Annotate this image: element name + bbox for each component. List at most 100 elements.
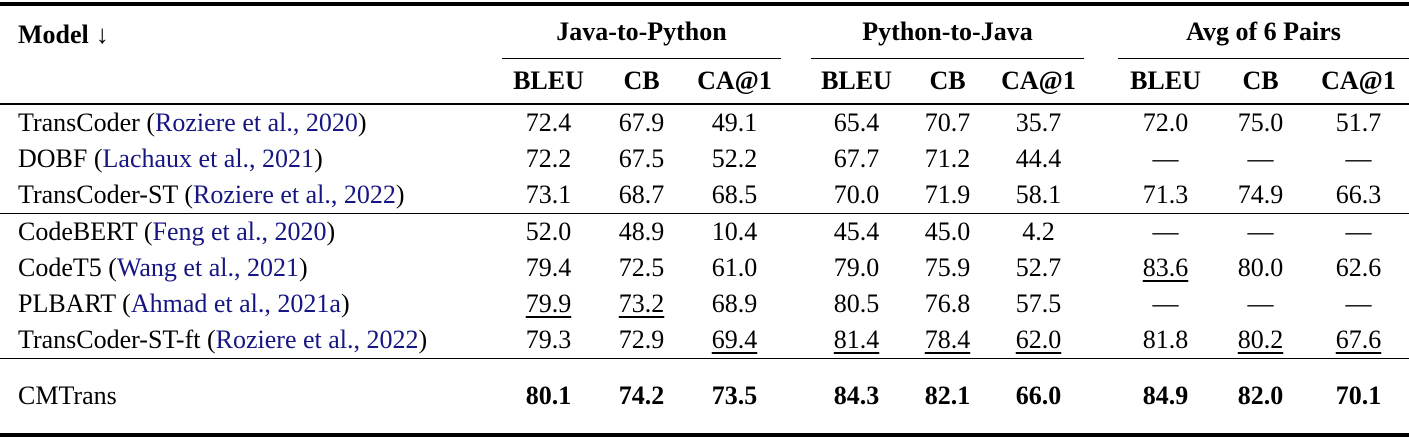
metric-value: 67.9 [618, 108, 665, 137]
metric-value-cell: 82.0 [1213, 358, 1308, 435]
header-group-row: Model ↓ Java-to-Python Python-to-Java Avg… [0, 4, 1409, 105]
metric-value: 45.4 [833, 217, 880, 246]
model-name: CodeBERT [18, 217, 138, 246]
table-row: CodeT5 (Wang et al., 2021) 79.4 72.5 61.0 79… [0, 250, 1409, 286]
metric-value: — [1152, 217, 1179, 246]
metric-value-cell: 73.2 [595, 286, 688, 322]
metric-value: 35.7 [1015, 108, 1062, 137]
column-spacer [1084, 141, 1118, 177]
metric-value: 10.4 [711, 217, 758, 246]
metric-value-cell: 72.9 [595, 322, 688, 359]
metric-value-cell: 52.2 [688, 141, 781, 177]
column-spacer [1084, 177, 1118, 214]
column-spacer [781, 250, 811, 286]
metric-value: — [1247, 289, 1274, 318]
metric-value: 58.1 [1015, 180, 1062, 209]
table-row: TransCoder (Roziere et al., 2020) 72.4 67.… [0, 104, 1409, 141]
metric-value-cell: 72.4 [502, 104, 595, 141]
metric-value-cell: 67.9 [595, 104, 688, 141]
metric-value-cell: 70.7 [902, 104, 993, 141]
metric-value-cell: — [1118, 213, 1213, 250]
metric-value: 65.4 [833, 108, 880, 137]
metric-value: 70.7 [924, 108, 971, 137]
metric-value-cell: 74.2 [595, 358, 688, 435]
column-spacer [781, 141, 811, 177]
citation-link[interactable]: Roziere et al., 2020 [155, 108, 358, 137]
metric-value: 61.0 [711, 253, 758, 282]
metric-value: 79.9 [525, 289, 572, 318]
metric-value: 83.6 [1142, 253, 1189, 282]
metric-value: 68.9 [711, 289, 758, 318]
metric-header-cb: CB [902, 58, 993, 105]
metric-header-cb: CB [1213, 58, 1308, 105]
metric-value-cell: — [1308, 286, 1409, 322]
metric-value: — [1345, 144, 1372, 173]
metric-value-cell: 10.4 [688, 213, 781, 250]
model-name: CodeT5 [18, 253, 102, 282]
table-row: PLBART (Ahmad et al., 2021a) 79.9 73.2 68.9… [0, 286, 1409, 322]
metric-value-cell: 68.9 [688, 286, 781, 322]
metric-value-cell: 70.0 [811, 177, 902, 214]
metric-value-cell: 4.2 [993, 213, 1084, 250]
column-spacer [1084, 322, 1118, 359]
citation-link[interactable]: Roziere et al., 2022 [193, 180, 396, 209]
metric-value: — [1247, 217, 1274, 246]
metric-value-cell: 71.2 [902, 141, 993, 177]
metric-value: 72.5 [618, 253, 665, 282]
metric-value-cell: 79.9 [502, 286, 595, 322]
table-row: CodeBERT (Feng et al., 2020) 52.0 48.9 10.4… [0, 213, 1409, 250]
metric-value-cell: 81.8 [1118, 322, 1213, 359]
table-row: CMTrans 80.1 74.2 73.5 84.3 82.1 66.0 84.9 82.0 7… [0, 358, 1409, 435]
group-header-python-to-java: Python-to-Java [811, 4, 1084, 59]
citation-link[interactable]: Ahmad et al., 2021a [130, 289, 341, 318]
metric-value-cell: 45.4 [811, 213, 902, 250]
metric-value-cell: 83.6 [1118, 250, 1213, 286]
metric-value-cell: 71.3 [1118, 177, 1213, 214]
metric-value: 51.7 [1335, 108, 1382, 137]
metric-value-cell: — [1213, 141, 1308, 177]
column-spacer [781, 213, 811, 250]
metric-value-cell: 78.4 [902, 322, 993, 359]
model-column-header: Model ↓ [0, 4, 502, 105]
metric-value-cell: 82.1 [902, 358, 993, 435]
metric-value: 79.4 [525, 253, 572, 282]
column-spacer [781, 322, 811, 359]
metric-value: 52.7 [1015, 253, 1062, 282]
metric-value: 71.9 [924, 180, 971, 209]
metric-value: 67.7 [833, 144, 880, 173]
metric-value-cell: 35.7 [993, 104, 1084, 141]
metric-value: 48.9 [618, 217, 665, 246]
model-cell: TransCoder-ST-ft (Roziere et al., 2022) [18, 325, 428, 354]
metric-header-ca1: CA@1 [993, 58, 1084, 105]
model-name: TransCoder-ST [18, 180, 178, 209]
citation-link[interactable]: Feng et al., 2020 [152, 217, 327, 246]
metric-value-cell: 80.5 [811, 286, 902, 322]
column-spacer [1084, 250, 1118, 286]
metric-value: 62.6 [1335, 253, 1382, 282]
column-spacer [781, 177, 811, 214]
metric-value: 75.9 [924, 253, 971, 282]
metric-value: 74.9 [1237, 180, 1284, 209]
metric-value: 67.6 [1335, 325, 1382, 354]
metric-value-cell: — [1308, 141, 1409, 177]
metric-value: 84.9 [1142, 381, 1189, 410]
model-cell: CMTrans [0, 358, 502, 435]
citation-link[interactable]: Wang et al., 2021 [116, 253, 299, 282]
metric-value: 75.0 [1237, 108, 1284, 137]
column-spacer [781, 58, 811, 105]
model-name: CMTrans [18, 381, 117, 410]
metric-value: — [1247, 144, 1274, 173]
column-spacer [781, 286, 811, 322]
metric-value-cell: 52.0 [502, 213, 595, 250]
metric-value-cell: 71.9 [902, 177, 993, 214]
citation-link[interactable]: Lachaux et al., 2021 [102, 144, 315, 173]
metric-value-cell: 66.0 [993, 358, 1084, 435]
metric-value-cell: 61.0 [688, 250, 781, 286]
column-spacer [1084, 58, 1118, 105]
citation-link[interactable]: Roziere et al., 2022 [215, 325, 419, 354]
metric-value: 72.4 [525, 108, 572, 137]
metric-value: 78.4 [924, 325, 971, 354]
metric-value-cell: 66.3 [1308, 177, 1409, 214]
metric-value-cell: 58.1 [993, 177, 1084, 214]
